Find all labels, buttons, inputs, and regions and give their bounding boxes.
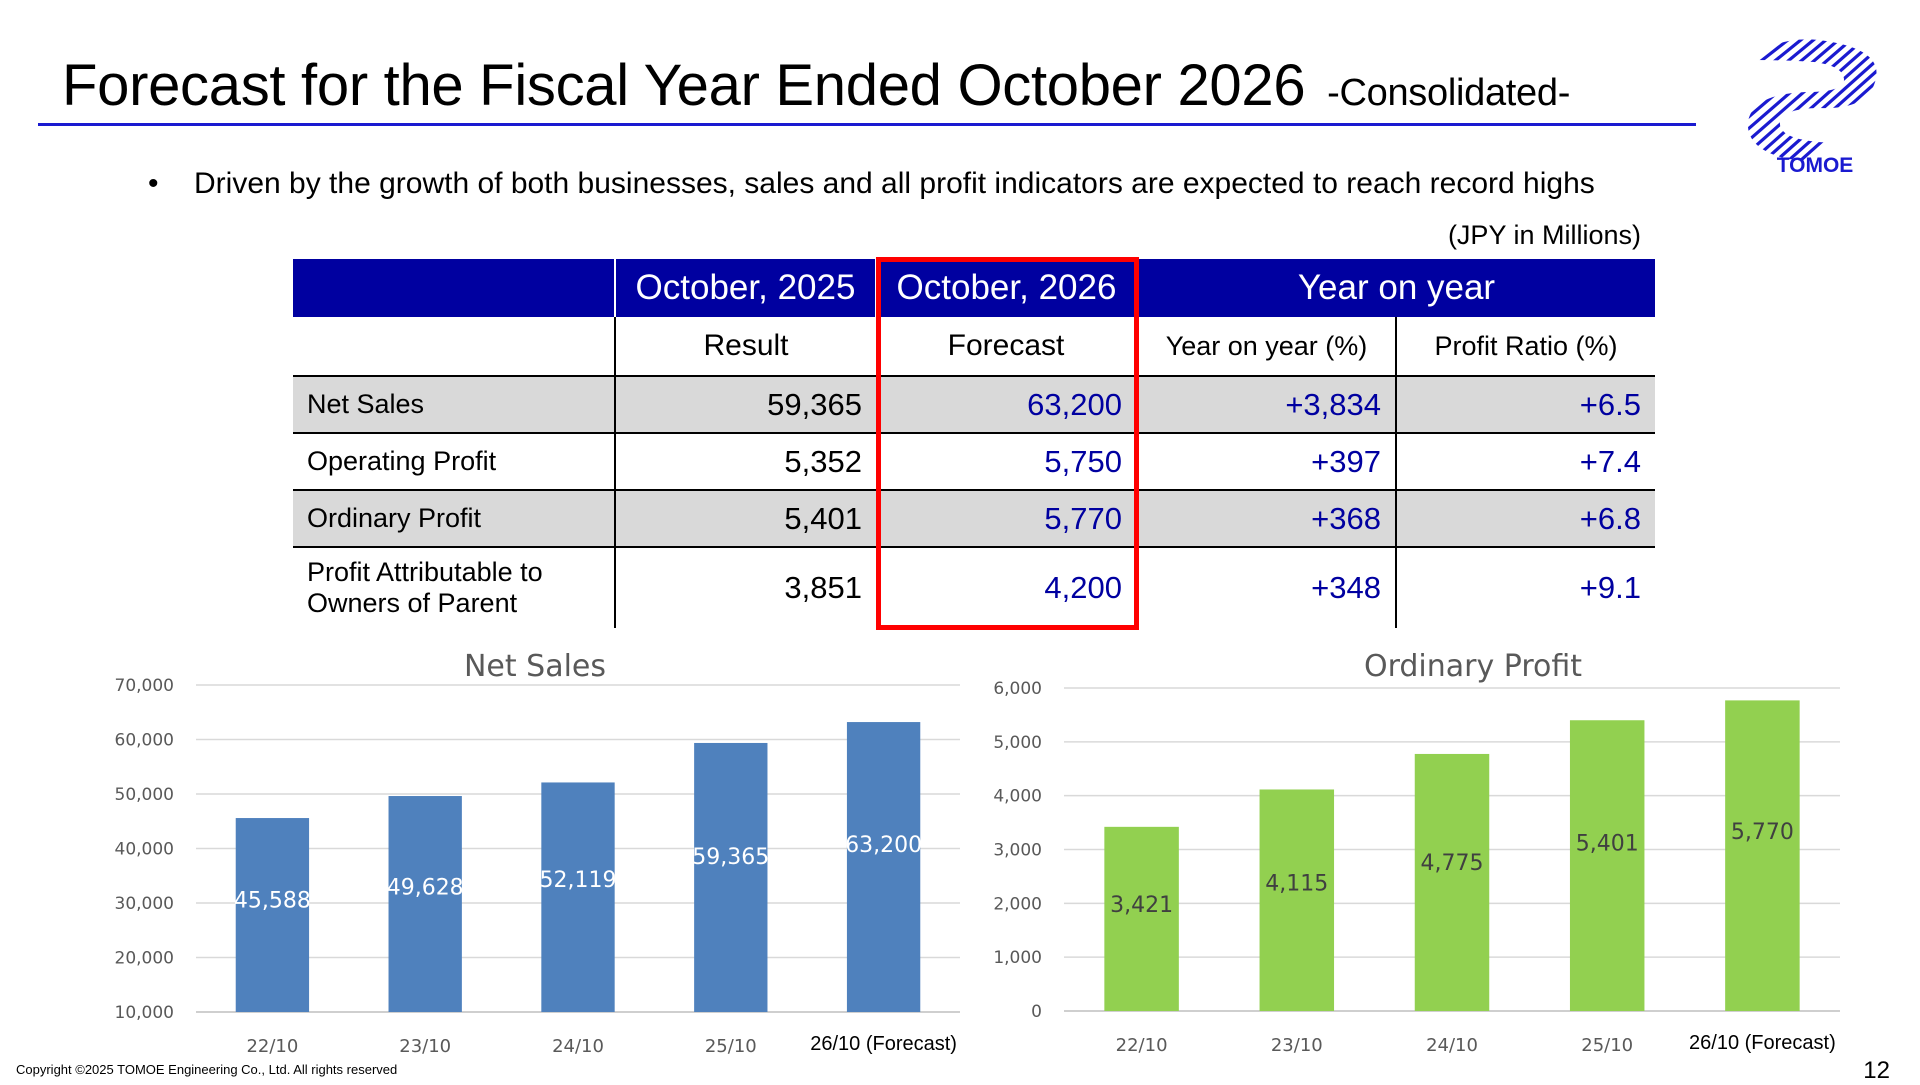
result-cell: 59,365 (615, 376, 876, 434)
bar (388, 796, 462, 1012)
table-row: Ordinary Profit 5,401 5,770 +368 +6.8 (293, 490, 1655, 548)
subheader-cell-result: Result (615, 317, 876, 377)
row-label: Ordinary Profit (293, 490, 616, 548)
table-row: Net Sales 59,365 63,200 +3,834 +6.5 (293, 376, 1655, 434)
header-cell-year-on-year: Year on year (1137, 259, 1655, 317)
table-subheader-row: Result Forecast Year on year (%) Profit … (293, 317, 1655, 377)
ratio-cell: +7.4 (1396, 433, 1655, 491)
table-header-row: October, 2025 October, 2026 Year on year (293, 259, 1655, 317)
y-tick-label: 70,000 (115, 676, 174, 696)
table-row: Operating Profit 5,352 5,750 +397 +7.4 (293, 433, 1655, 491)
x-tick-label: 23/10 (1271, 1035, 1323, 1056)
bar (846, 722, 921, 1012)
y-tick-label: 5,000 (993, 733, 1042, 753)
subheader-cell-ratio: Profit Ratio (%) (1396, 317, 1655, 377)
row-label-line1: Profit Attributable to (307, 557, 543, 587)
y-tick-label: 60,000 (115, 731, 174, 751)
chart-title: Net Sales (464, 649, 606, 684)
bullet-dot: • (148, 167, 159, 200)
subheader-cell-forecast: Forecast (876, 317, 1138, 377)
x-tick-label: 26/10 (Forecast) (1689, 1032, 1836, 1054)
ordinary-profit-chart: Ordinary Profit 0 1,000 2,000 3,000 4,000 5,00… (993, 649, 1840, 1056)
data-label: 4,775 (1421, 851, 1484, 876)
x-tick-label: 25/10 (705, 1036, 757, 1057)
units-note: (JPY in Millions) (1447, 220, 1641, 250)
header-cell-blank (293, 259, 616, 317)
ratio-cell: +9.1 (1579, 570, 1641, 605)
y-tick-label: 50,000 (115, 785, 174, 805)
row-label: Operating Profit (293, 433, 616, 491)
header-cell-oct-2025: October, 2025 (615, 259, 877, 317)
page-title-main: Forecast for the Fiscal Year Ended Octob… (62, 53, 1306, 118)
bullet-text: Driven by the growth of both businesses,… (194, 167, 1595, 200)
forecast-cell: 5,770 (876, 490, 1138, 548)
page-number: 12 (1863, 1057, 1890, 1084)
data-label: 45,588 (234, 889, 311, 914)
logo-text: TOMOE (1777, 154, 1854, 177)
y-tick-label: 4,000 (993, 787, 1042, 807)
x-tick-label: 22/10 (1116, 1035, 1168, 1056)
x-tick-label: 24/10 (552, 1036, 604, 1057)
result-cell: 5,401 (615, 490, 876, 548)
ratio-cell: +6.8 (1396, 490, 1655, 548)
title-underline (38, 123, 1696, 126)
y-tick-label: 0 (1031, 1002, 1042, 1022)
x-tick-label: 25/10 (1581, 1035, 1633, 1056)
data-label: 5,770 (1731, 820, 1794, 845)
bar (1104, 826, 1179, 1011)
bar (1414, 753, 1490, 1011)
row-label: Net Sales (293, 376, 616, 434)
yoy-cell: +348 (1137, 547, 1397, 628)
x-tick-label: 26/10 (Forecast) (810, 1033, 957, 1055)
data-label: 3,421 (1110, 893, 1173, 918)
ratio-cell: +6.5 (1396, 376, 1655, 434)
bar (1259, 789, 1335, 1011)
data-label: 49,628 (387, 876, 464, 901)
y-tick-label: 20,000 (115, 949, 174, 969)
row-label: Profit Attributable to Owners of Parent (293, 547, 616, 628)
data-label: 4,115 (1265, 872, 1328, 897)
row-label-line2: Owners of Parent (307, 588, 518, 618)
subheader-cell-yoy: Year on year (%) (1137, 317, 1397, 377)
header-cell-oct-2026: October, 2026 (876, 259, 1138, 317)
result-cell: 5,352 (615, 433, 876, 491)
y-tick-label: 6,000 (993, 679, 1042, 699)
y-tick-label: 1,000 (993, 948, 1042, 968)
forecast-cell: 63,200 (876, 376, 1138, 434)
page-title: Forecast for the Fiscal Year Ended Octob… (62, 50, 1570, 129)
bar (694, 742, 768, 1012)
chart-title: Ordinary Profit (1364, 649, 1582, 684)
x-tick-label: 24/10 (1426, 1035, 1478, 1056)
forecast-table: October, 2025 October, 2026 Year on year… (293, 259, 1655, 628)
bar (235, 818, 310, 1012)
x-tick-label: 22/10 (246, 1036, 298, 1057)
page-title-subtitle: -Consolidated- (1327, 72, 1571, 114)
data-label: 63,200 (845, 833, 922, 858)
tomoe-logo: TOMOE (1747, 39, 1877, 177)
data-label: 5,401 (1576, 831, 1639, 856)
yoy-cell: +3,834 (1137, 376, 1397, 434)
yoy-cell: +368 (1137, 490, 1397, 548)
y-tick-label: 2,000 (993, 894, 1042, 914)
bar (1569, 720, 1645, 1011)
y-tick-label: 40,000 (115, 840, 174, 860)
result-cell: 3,851 (784, 570, 862, 605)
bar (1725, 700, 1800, 1011)
yoy-cell: +397 (1137, 433, 1397, 491)
y-tick-label: 30,000 (115, 894, 174, 914)
x-tick-label: 23/10 (399, 1036, 451, 1057)
data-label: 52,119 (540, 868, 617, 893)
bar (541, 782, 615, 1012)
y-tick-label: 3,000 (993, 841, 1042, 861)
forecast-cell: 4,200 (876, 547, 1138, 628)
copyright-footer: Copyright ©2025 TOMOE Engineering Co., L… (16, 1062, 398, 1077)
net-sales-chart: Net Sales 10,000 20,000 30,000 40,000 50,000 6… (115, 649, 960, 1057)
subheader-cell-blank (293, 317, 616, 377)
table-row: Profit Attributable to Owners of Parent … (293, 547, 1655, 628)
data-label: 59,365 (692, 845, 769, 870)
summary-bullet: • Driven by the growth of both businesses… (148, 164, 1595, 204)
forecast-cell: 5,750 (876, 433, 1138, 491)
y-tick-label: 10,000 (115, 1003, 174, 1023)
